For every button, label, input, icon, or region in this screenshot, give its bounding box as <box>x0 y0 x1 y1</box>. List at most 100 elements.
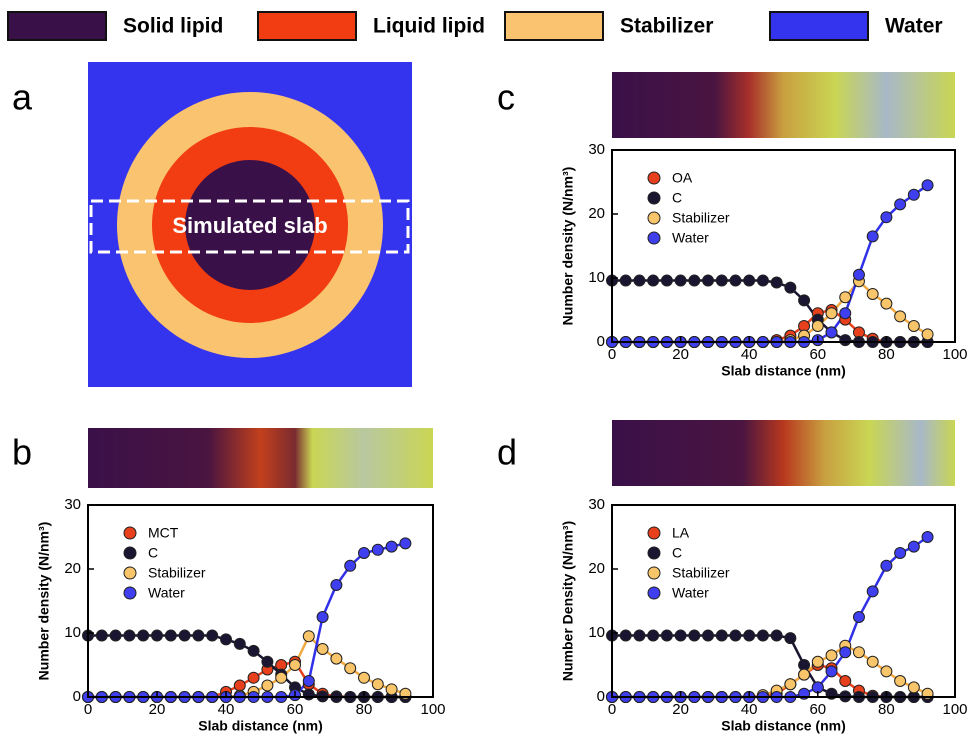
data-point <box>661 275 672 286</box>
x-tick-label: 80 <box>878 346 895 363</box>
data-point <box>661 630 672 641</box>
data-point <box>386 541 397 552</box>
x-tick-label: 0 <box>608 701 616 718</box>
data-point <box>152 630 163 641</box>
series-line <box>612 281 928 342</box>
data-point <box>853 612 864 623</box>
legend-marker <box>648 567 660 579</box>
series-line <box>612 310 928 342</box>
data-point <box>675 630 686 641</box>
legend-label: Stabilizer <box>148 565 206 581</box>
y-tick-label: 0 <box>597 333 605 350</box>
data-point <box>757 630 768 641</box>
data-point <box>730 275 741 286</box>
data-point <box>908 682 919 693</box>
data-point <box>812 656 823 667</box>
legend-marker <box>124 567 136 579</box>
data-point <box>634 630 645 641</box>
slab-label: Simulated slab <box>172 213 327 238</box>
data-point <box>908 541 919 552</box>
data-point <box>799 669 810 680</box>
legend-marker <box>124 547 136 559</box>
data-point <box>345 560 356 571</box>
panel-label: a <box>12 77 33 118</box>
y-tick-label: 0 <box>73 688 81 705</box>
data-point <box>895 676 906 687</box>
data-point <box>193 630 204 641</box>
data-point <box>881 560 892 571</box>
panel-label: d <box>497 432 517 473</box>
y-tick-label: 30 <box>588 496 605 513</box>
data-point <box>716 630 727 641</box>
snapshot <box>612 72 955 138</box>
y-tick-label: 30 <box>64 496 81 513</box>
y-tick-label: 30 <box>588 141 605 158</box>
legend-swatch <box>505 12 603 40</box>
x-tick-label: 60 <box>809 346 826 363</box>
data-point <box>771 277 782 288</box>
legend-label: Water <box>672 585 709 601</box>
x-tick-label: 40 <box>741 701 758 718</box>
data-point <box>124 630 135 641</box>
legend-label: Stabilizer <box>620 15 713 38</box>
legend-swatch <box>8 12 106 40</box>
data-point <box>826 308 837 319</box>
series-line <box>612 281 928 342</box>
data-point <box>908 321 919 332</box>
data-point <box>262 656 273 667</box>
legend-label: Liquid lipid <box>373 15 485 38</box>
data-point <box>922 329 933 340</box>
figure: Simulated slab a Solid lipidLiquid lipid… <box>0 0 972 736</box>
data-point <box>853 647 864 658</box>
y-tick-label: 20 <box>588 205 605 222</box>
data-point <box>840 292 851 303</box>
x-tick-label: 80 <box>356 701 373 718</box>
data-point <box>716 275 727 286</box>
data-point <box>331 653 342 664</box>
legend-label: C <box>672 190 682 206</box>
y-tick-label: 20 <box>64 560 81 577</box>
x-tick-label: 20 <box>672 701 689 718</box>
legend-label: C <box>672 545 682 561</box>
x-tick-label: 100 <box>942 701 967 718</box>
data-point <box>744 275 755 286</box>
y-axis-label: Number Density (N/nm³) <box>560 521 576 681</box>
data-point <box>138 630 149 641</box>
data-point <box>359 548 370 559</box>
x-tick-label: 20 <box>149 701 166 718</box>
plot-frame <box>88 505 433 697</box>
data-point <box>165 630 176 641</box>
y-tick-label: 10 <box>588 269 605 286</box>
data-point <box>290 660 301 671</box>
series-line <box>612 646 928 697</box>
data-point <box>730 630 741 641</box>
data-point <box>234 680 245 691</box>
data-point <box>785 679 796 690</box>
x-tick-label: 40 <box>741 346 758 363</box>
panel-label: c <box>497 77 515 118</box>
legend-marker <box>648 192 660 204</box>
data-point <box>317 644 328 655</box>
data-point <box>179 630 190 641</box>
data-point <box>785 282 796 293</box>
data-point <box>757 275 768 286</box>
data-point <box>840 335 851 346</box>
legend-swatch <box>258 12 356 40</box>
y-tick-label: 10 <box>588 624 605 641</box>
data-point <box>317 612 328 623</box>
data-point <box>634 275 645 286</box>
legend-marker <box>648 172 660 184</box>
legend-label: LA <box>672 525 690 541</box>
legend-label: OA <box>672 170 693 186</box>
series-line <box>612 537 928 697</box>
series-line <box>88 636 405 697</box>
data-point <box>867 586 878 597</box>
y-tick-label: 20 <box>588 560 605 577</box>
series-line <box>88 662 405 697</box>
x-tick-label: 60 <box>809 701 826 718</box>
x-tick-label: 80 <box>878 701 895 718</box>
data-point <box>922 180 933 191</box>
data-point <box>675 275 686 286</box>
data-point <box>826 650 837 661</box>
legend-marker <box>124 587 136 599</box>
